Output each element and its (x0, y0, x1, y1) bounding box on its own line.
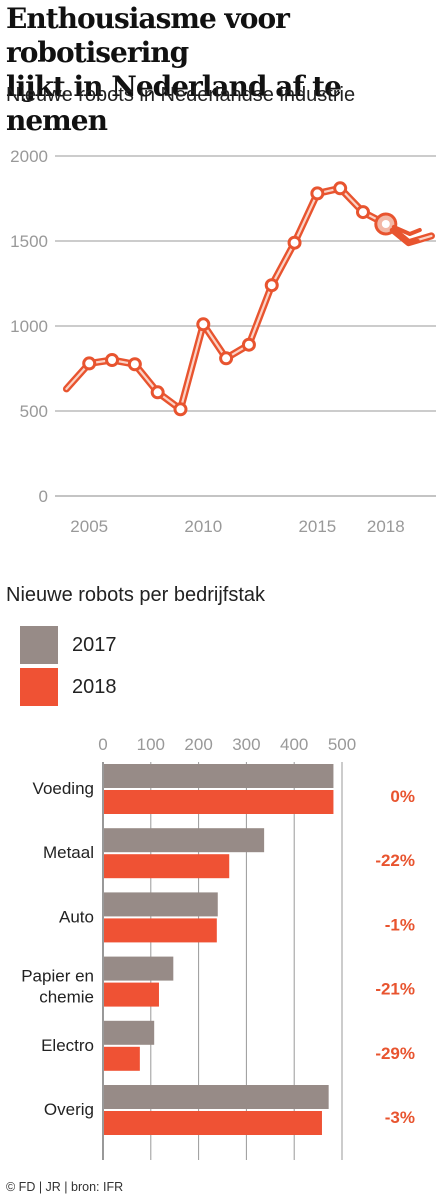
robot-joint-center-icon (381, 220, 390, 228)
chart-title: Enthousiasme voor robotisering lijkt in … (6, 2, 436, 138)
category-label: Metaal (43, 843, 94, 862)
x-tick-label: 2015 (298, 517, 336, 536)
y-tick-label: 1000 (10, 317, 48, 336)
category-label: chemie (39, 988, 94, 1007)
bar-2018-voeding (104, 790, 334, 814)
change-label: -1% (385, 915, 415, 934)
data-point (82, 356, 97, 371)
title-line-1: Enthousiasme voor robotisering (6, 2, 290, 69)
line-chart: 0 500 1000 1500 2000 2005 2010 2015 2018 (10, 147, 436, 536)
line-chart-subtitle: Nieuwe robots in Nederlandse industrie (6, 84, 356, 106)
bar-2017-metaal (104, 828, 265, 853)
y-tick-label: 500 (20, 402, 48, 421)
change-label: 0% (390, 787, 415, 806)
data-point (150, 385, 165, 400)
category-label: Electro (41, 1036, 94, 1055)
bar-2018-electro (104, 1046, 140, 1071)
x-tick-label: 300 (232, 735, 260, 754)
data-point (105, 353, 120, 367)
robot-gripper-finger-icon (391, 225, 422, 236)
bar-2018-papier-en-chemie (104, 982, 159, 1007)
x-tick-label: 0 (98, 735, 107, 754)
x-tick-label: 200 (184, 735, 212, 754)
y-tick-label: 1500 (10, 232, 48, 251)
category-label: Overig (44, 1100, 94, 1119)
x-tick-label: 2018 (367, 517, 405, 536)
category-label: Voeding (33, 779, 94, 798)
bar-chart: 0 100 200 300 400 500 Voeding 0% Metaal -22% Auto -… (21, 735, 415, 1160)
category-label: Auto (59, 907, 94, 926)
bar-2018-overig (104, 1111, 322, 1135)
data-point (333, 181, 348, 196)
bar-chart-subtitle: Nieuwe robots per bedrijfstak (6, 584, 266, 606)
data-point (355, 205, 370, 220)
change-label: -22% (375, 851, 415, 870)
bar-2018-auto (104, 918, 217, 943)
category-label: Papier en (21, 967, 94, 986)
data-point (173, 402, 188, 417)
robot-gripper-icon (389, 228, 420, 244)
y-tick-label: 2000 (10, 147, 48, 166)
data-point (241, 337, 256, 352)
change-label: -29% (375, 1044, 415, 1063)
data-point (310, 186, 325, 201)
title-line-2: lijkt in Nederland af te nemen (6, 70, 342, 137)
data-point (264, 278, 279, 293)
legend-label-2017: 2017 (72, 634, 117, 656)
data-point (196, 317, 211, 332)
x-tick-label: 2010 (184, 517, 222, 536)
source-footer: © FD | JR | bron: IFR (6, 1180, 124, 1194)
change-label: -3% (385, 1108, 415, 1127)
bar-2017-papier-en-chemie (104, 956, 174, 981)
legend-swatch-2017 (20, 626, 58, 664)
data-point (219, 351, 234, 366)
data-point (127, 357, 142, 372)
bar-2017-auto (104, 892, 218, 917)
bar-2017-electro (104, 1020, 155, 1045)
x-tick-label: 500 (328, 735, 356, 754)
bar-2017-overig (104, 1085, 329, 1109)
y-tick-label: 0 (39, 487, 48, 506)
x-tick-label: 2005 (70, 517, 108, 536)
data-point (287, 235, 302, 250)
bar-2017-voeding (104, 764, 334, 788)
change-label: -21% (375, 980, 415, 999)
legend-swatch-2018 (20, 668, 58, 706)
legend-label-2018: 2018 (72, 676, 117, 698)
x-tick-label: 400 (280, 735, 308, 754)
x-tick-label: 100 (137, 735, 165, 754)
bar-2018-metaal (104, 854, 230, 879)
